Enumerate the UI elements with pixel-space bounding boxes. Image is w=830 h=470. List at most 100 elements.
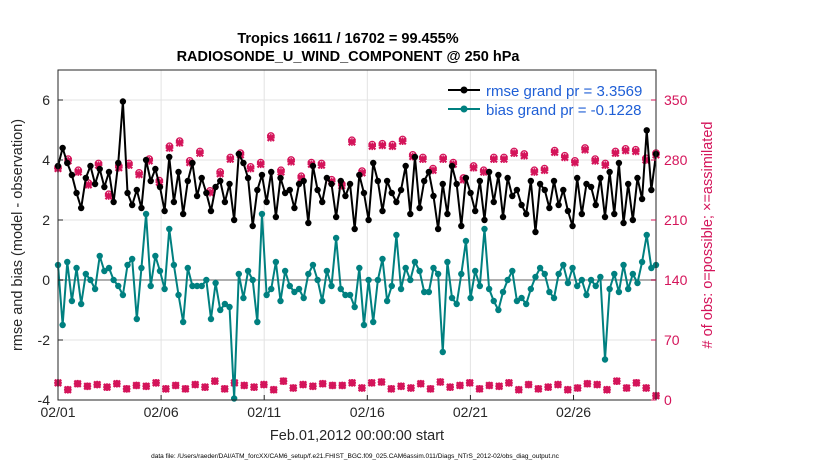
bias-point	[133, 315, 141, 323]
rmse-point	[156, 183, 164, 191]
rmse-point	[59, 144, 66, 152]
obs-assimilated-marker	[216, 169, 225, 178]
y-left-tick-label: -2	[38, 332, 51, 348]
bias-point	[77, 300, 85, 308]
rmse-point	[272, 213, 280, 221]
chart-title-line2: RADIOSONDE_U_WIND_COMPONENT @ 250 hPa	[177, 49, 521, 65]
rmse-point	[555, 201, 562, 209]
bias-point	[64, 258, 71, 266]
obs-assimilated-marker	[416, 379, 425, 388]
obs-assimilated-marker	[347, 138, 356, 146]
bias-point	[393, 231, 400, 239]
bias-point	[82, 270, 90, 278]
bias-point	[634, 279, 641, 287]
obs-assimilated-marker	[591, 156, 600, 165]
rmse-point	[128, 201, 136, 209]
bias-point	[119, 291, 127, 299]
data-file-footer: data file: /Users/raeder/DAI/ATM_forcXX/…	[151, 453, 560, 460]
obs-assimilated-marker	[63, 385, 72, 394]
bias-point	[170, 261, 178, 269]
obs-assimilated-marker	[250, 383, 259, 392]
obs-assimilated-marker	[308, 382, 317, 391]
bias-point	[268, 285, 275, 293]
bias-point	[323, 267, 331, 275]
rmse-point	[634, 174, 641, 182]
obs-assimilated-marker	[220, 384, 229, 393]
rmse-point	[573, 174, 581, 182]
bias-point	[309, 261, 317, 269]
rmse-point	[620, 219, 627, 227]
bias-point	[532, 273, 539, 281]
bias-point	[476, 282, 484, 290]
bias-point	[128, 255, 136, 263]
rmse-point	[77, 204, 85, 212]
bias-point	[124, 261, 131, 269]
rmse-point	[152, 165, 159, 173]
obs-assimilated-marker	[520, 151, 529, 160]
legend-rmse-marker	[460, 86, 468, 94]
bias-point	[444, 258, 451, 266]
bias-point	[648, 264, 655, 272]
bias-point	[193, 282, 201, 290]
rmse-point	[407, 210, 414, 218]
obs-assimilated-marker	[593, 380, 602, 389]
rmse-point	[360, 189, 368, 197]
rmse-point	[142, 156, 150, 164]
obs-assimilated-marker	[436, 378, 445, 386]
rmse-point	[606, 168, 613, 176]
legend-rmse-label: rmse grand pr = 3.3569	[486, 83, 642, 100]
rmse-point	[379, 207, 386, 215]
obs-assimilated-marker	[499, 155, 508, 164]
rmse-point	[495, 171, 502, 179]
bias-point	[472, 267, 479, 275]
bias-point	[462, 237, 470, 245]
bias-point	[68, 297, 76, 305]
bias-point	[513, 297, 521, 305]
obs-assimilated-marker	[357, 384, 366, 392]
obs-assimilated-marker	[622, 384, 631, 392]
rmse-point	[523, 210, 530, 218]
obs-assimilated-marker	[426, 384, 435, 393]
bias-point	[152, 252, 159, 260]
obs-assimilated-marker	[259, 380, 268, 389]
x-tick-label: 02/01	[40, 404, 75, 420]
bias-point	[346, 291, 354, 299]
bias-point	[249, 276, 256, 284]
rmse-point	[73, 189, 80, 197]
bias-point	[509, 267, 516, 275]
bias-point	[87, 276, 94, 284]
bias-point	[142, 210, 150, 218]
bias-point	[569, 264, 576, 272]
y-right-tick-label: 280	[664, 152, 688, 168]
bias-point	[481, 225, 488, 233]
rmse-point	[430, 192, 437, 200]
rmse-point	[481, 216, 488, 224]
bias-point	[523, 300, 530, 308]
bias-point	[504, 276, 511, 284]
rmse-point	[295, 180, 303, 188]
rmse-point	[416, 204, 423, 212]
bias-point	[606, 285, 613, 293]
bias-point	[91, 285, 99, 293]
obs-assimilated-marker	[191, 380, 200, 389]
y-right-tick-label: 70	[664, 332, 680, 348]
rmse-point	[648, 186, 655, 194]
rmse-point	[532, 228, 539, 236]
rmse-point	[319, 198, 326, 206]
rmse-point	[221, 198, 229, 206]
obs-assimilated-marker	[560, 153, 569, 162]
obs-assimilated-marker	[269, 385, 278, 394]
x-tick-label: 02/16	[350, 404, 385, 420]
obs-assimilated-marker	[514, 385, 523, 394]
obs-assimilated-marker	[534, 384, 543, 393]
rmse-point	[337, 177, 344, 185]
rmse-point	[453, 180, 460, 188]
bias-point	[217, 306, 224, 314]
y-left-tick-label: 0	[42, 272, 50, 288]
bias-point	[337, 285, 344, 293]
rmse-point	[166, 153, 173, 161]
rmse-point	[138, 204, 145, 212]
y-right-tick-label: 140	[664, 272, 688, 288]
rmse-point	[444, 210, 451, 218]
bias-point	[615, 288, 623, 296]
